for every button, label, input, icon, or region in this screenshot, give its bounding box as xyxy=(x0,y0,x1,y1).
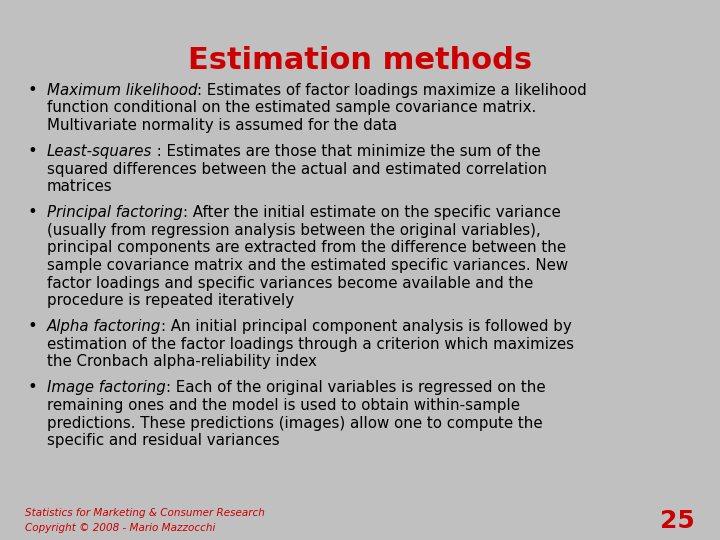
Text: principal components are extracted from the difference between the: principal components are extracted from … xyxy=(47,240,566,255)
Text: estimation of the factor loadings through a criterion which maximizes: estimation of the factor loadings throug… xyxy=(47,337,574,352)
Text: the Cronbach alpha-reliability index: the Cronbach alpha-reliability index xyxy=(47,354,317,369)
Text: : Each of the original variables is regressed on the: : Each of the original variables is regr… xyxy=(166,380,545,395)
Text: squared differences between the actual and estimated correlation: squared differences between the actual a… xyxy=(47,161,546,177)
Text: •: • xyxy=(27,205,37,220)
Text: specific and residual variances: specific and residual variances xyxy=(47,433,279,448)
Text: Estimation methods: Estimation methods xyxy=(188,46,532,75)
Text: Maximum likelihood: Maximum likelihood xyxy=(47,83,197,98)
Text: predictions. These predictions (images) allow one to compute the: predictions. These predictions (images) … xyxy=(47,416,542,430)
Text: Copyright © 2008 - Mario Mazzocchi: Copyright © 2008 - Mario Mazzocchi xyxy=(25,523,215,533)
Text: : An initial principal component analysis is followed by: : An initial principal component analysi… xyxy=(161,319,572,334)
Text: Least-squares: Least-squares xyxy=(47,144,152,159)
Text: Principal factoring: Principal factoring xyxy=(47,205,183,220)
Text: Alpha factoring: Alpha factoring xyxy=(47,319,161,334)
Text: : Estimates of factor loadings maximize a likelihood: : Estimates of factor loadings maximize … xyxy=(197,83,587,98)
Text: •: • xyxy=(27,380,37,395)
Text: Multivariate normality is assumed for the data: Multivariate normality is assumed for th… xyxy=(47,118,397,133)
Text: function conditional on the estimated sample covariance matrix.: function conditional on the estimated sa… xyxy=(47,100,536,116)
Text: matrices: matrices xyxy=(47,179,112,194)
Text: remaining ones and the model is used to obtain within-sample: remaining ones and the model is used to … xyxy=(47,398,520,413)
Text: procedure is repeated iteratively: procedure is repeated iteratively xyxy=(47,293,294,308)
Text: factor loadings and specific variances become available and the: factor loadings and specific variances b… xyxy=(47,276,533,291)
Text: Image factoring: Image factoring xyxy=(47,380,166,395)
Text: 25: 25 xyxy=(660,509,695,532)
Text: •: • xyxy=(27,144,37,159)
Text: sample covariance matrix and the estimated specific variances. New: sample covariance matrix and the estimat… xyxy=(47,258,568,273)
Text: : Estimates are those that minimize the sum of the: : Estimates are those that minimize the … xyxy=(152,144,541,159)
Text: •: • xyxy=(27,319,37,334)
Text: Statistics for Marketing & Consumer Research: Statistics for Marketing & Consumer Rese… xyxy=(25,508,265,518)
Text: : After the initial estimate on the specific variance: : After the initial estimate on the spec… xyxy=(183,205,560,220)
Text: (usually from regression analysis between the original variables),: (usually from regression analysis betwee… xyxy=(47,222,541,238)
Text: •: • xyxy=(27,83,37,98)
